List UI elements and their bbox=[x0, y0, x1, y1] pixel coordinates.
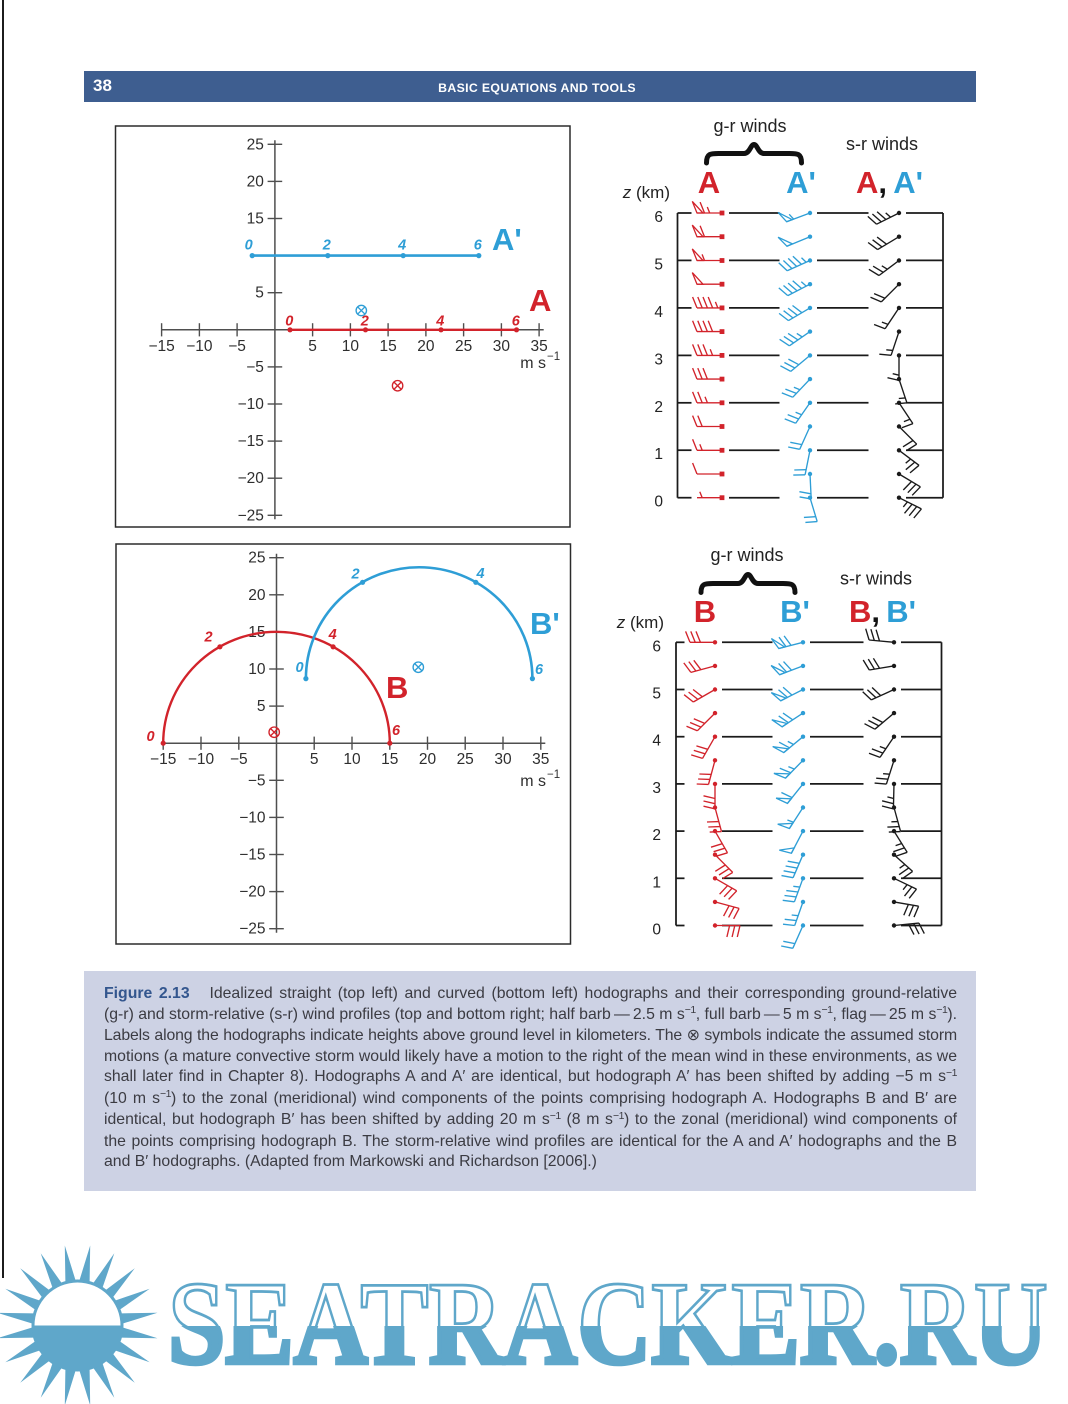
svg-text:−5: −5 bbox=[246, 359, 264, 376]
svg-text:s-r winds: s-r winds bbox=[840, 569, 912, 589]
svg-text:z (km): z (km) bbox=[622, 183, 670, 202]
svg-text:6: 6 bbox=[535, 662, 544, 678]
svg-text:20: 20 bbox=[248, 587, 266, 604]
svg-text:5: 5 bbox=[654, 256, 663, 273]
svg-text:2: 2 bbox=[203, 630, 212, 646]
svg-text:−15: −15 bbox=[148, 338, 174, 355]
svg-text:0: 0 bbox=[652, 922, 661, 939]
svg-text:35: 35 bbox=[530, 338, 547, 355]
svg-text:15: 15 bbox=[381, 751, 398, 768]
svg-text:4: 4 bbox=[328, 627, 337, 643]
svg-text:6: 6 bbox=[654, 209, 663, 226]
svg-text:−10: −10 bbox=[239, 809, 266, 826]
svg-text:B, B': B, B' bbox=[849, 594, 916, 629]
svg-text:0: 0 bbox=[245, 238, 253, 254]
svg-text:−15: −15 bbox=[239, 847, 265, 864]
svg-text:A': A' bbox=[492, 222, 522, 257]
svg-text:0: 0 bbox=[295, 660, 303, 676]
svg-text:5: 5 bbox=[255, 285, 264, 302]
svg-text:6: 6 bbox=[652, 638, 661, 655]
svg-text:B: B bbox=[386, 670, 408, 705]
svg-text:5: 5 bbox=[652, 686, 661, 703]
svg-text:−5: −5 bbox=[228, 338, 246, 355]
svg-text:15: 15 bbox=[379, 338, 396, 355]
svg-text:20: 20 bbox=[417, 338, 435, 355]
svg-text:3: 3 bbox=[652, 780, 661, 797]
svg-text:−5: −5 bbox=[248, 772, 266, 789]
svg-text:20: 20 bbox=[419, 751, 437, 768]
svg-text:m s: m s bbox=[520, 355, 546, 372]
svg-text:−10: −10 bbox=[238, 396, 265, 413]
svg-text:4: 4 bbox=[475, 566, 484, 582]
svg-text:35: 35 bbox=[532, 751, 549, 768]
svg-text:10: 10 bbox=[342, 338, 360, 355]
svg-text:B': B' bbox=[530, 606, 560, 641]
svg-text:6: 6 bbox=[392, 723, 401, 739]
svg-text:B: B bbox=[694, 594, 716, 629]
svg-text:5: 5 bbox=[257, 698, 266, 715]
svg-text:5: 5 bbox=[310, 751, 319, 768]
svg-text:25: 25 bbox=[455, 338, 472, 355]
svg-text:2: 2 bbox=[322, 238, 331, 254]
svg-text:−25: −25 bbox=[238, 507, 264, 524]
svg-text:1: 1 bbox=[654, 446, 663, 463]
svg-text:2: 2 bbox=[360, 313, 369, 329]
svg-text:−20: −20 bbox=[238, 470, 265, 487]
svg-text:−5: −5 bbox=[230, 751, 248, 768]
svg-text:m s: m s bbox=[520, 773, 546, 790]
svg-text:4: 4 bbox=[397, 238, 406, 254]
svg-text:SEATRACKER.RU: SEATRACKER.RU bbox=[168, 1257, 1048, 1389]
svg-text:15: 15 bbox=[247, 211, 264, 228]
svg-text:−15: −15 bbox=[150, 751, 176, 768]
svg-text:4: 4 bbox=[435, 313, 444, 329]
svg-text:0: 0 bbox=[147, 729, 155, 745]
svg-text:25: 25 bbox=[248, 550, 265, 567]
svg-text:A: A bbox=[698, 165, 720, 200]
svg-text:3: 3 bbox=[654, 351, 663, 368]
svg-text:0: 0 bbox=[654, 494, 663, 511]
svg-text:1: 1 bbox=[652, 874, 661, 891]
svg-text:5: 5 bbox=[308, 338, 317, 355]
svg-text:B': B' bbox=[780, 594, 810, 629]
svg-text:A': A' bbox=[786, 165, 816, 200]
svg-text:−10: −10 bbox=[188, 751, 215, 768]
svg-text:6: 6 bbox=[512, 313, 521, 329]
svg-text:−1: −1 bbox=[547, 351, 560, 363]
svg-text:2: 2 bbox=[654, 399, 663, 416]
svg-text:25: 25 bbox=[247, 136, 264, 153]
svg-text:−15: −15 bbox=[238, 433, 264, 450]
svg-text:z (km): z (km) bbox=[616, 613, 664, 632]
svg-text:s-r winds: s-r winds bbox=[846, 134, 918, 154]
svg-text:g-r winds: g-r winds bbox=[710, 545, 783, 565]
svg-text:4: 4 bbox=[654, 304, 663, 321]
svg-text:25: 25 bbox=[457, 751, 474, 768]
svg-text:A, A': A, A' bbox=[856, 165, 923, 200]
svg-text:−1: −1 bbox=[547, 769, 560, 781]
svg-text:−10: −10 bbox=[186, 338, 213, 355]
svg-text:SEATRACKER.RU: SEATRACKER.RU bbox=[168, 1257, 1048, 1389]
svg-text:g-r winds: g-r winds bbox=[713, 116, 786, 136]
svg-text:A: A bbox=[529, 283, 551, 318]
svg-text:10: 10 bbox=[343, 751, 361, 768]
svg-text:0: 0 bbox=[285, 313, 293, 329]
svg-text:10: 10 bbox=[248, 661, 266, 678]
svg-text:−25: −25 bbox=[239, 921, 265, 938]
svg-text:−20: −20 bbox=[239, 884, 266, 901]
svg-text:30: 30 bbox=[494, 751, 512, 768]
svg-text:20: 20 bbox=[247, 173, 265, 190]
svg-text:2: 2 bbox=[652, 827, 661, 844]
svg-text:6: 6 bbox=[474, 238, 483, 254]
svg-text:4: 4 bbox=[652, 733, 661, 750]
svg-text:30: 30 bbox=[493, 338, 511, 355]
svg-text:2: 2 bbox=[350, 567, 359, 583]
